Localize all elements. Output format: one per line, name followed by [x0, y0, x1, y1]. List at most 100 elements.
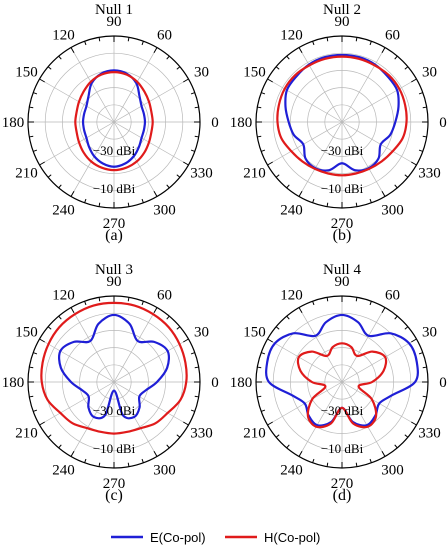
axis-tick: [127, 297, 130, 302]
axis-tick: [190, 352, 195, 355]
angle-tick-label: 150: [15, 325, 38, 341]
axis-tick: [411, 338, 417, 343]
angle-tick-label: 210: [243, 166, 266, 182]
grid-spoke: [341, 338, 417, 383]
grid-spoke: [113, 381, 158, 457]
axis-tick: [141, 198, 144, 203]
angle-tick-label: 150: [15, 65, 38, 81]
grid-spoke: [267, 78, 343, 123]
angle-tick-label: 0: [439, 115, 447, 131]
chart-title: Null 2: [323, 2, 361, 18]
grid-spoke: [267, 121, 343, 166]
axis-tick: [355, 462, 358, 467]
axis-tick: [33, 149, 38, 152]
axis-tick: [411, 78, 417, 83]
axis-tick: [275, 66, 280, 70]
angle-tick-label: 30: [194, 325, 209, 341]
axis-tick: [369, 458, 372, 463]
series-e-copol-curve: [265, 313, 419, 427]
axis-tick: [257, 135, 262, 138]
axis-tick: [166, 184, 170, 189]
axis-tick: [257, 395, 262, 398]
axis-tick: [29, 135, 34, 138]
axis-tick: [183, 161, 189, 166]
axis-tick: [176, 66, 181, 70]
axis-tick: [141, 41, 144, 46]
angle-tick-label: 210: [15, 426, 38, 442]
angle-tick-label: 240: [52, 202, 75, 218]
axis-tick: [98, 462, 101, 467]
angle-tick-label: 30: [422, 65, 437, 81]
angle-tick-label: 90: [107, 274, 122, 290]
polar-chart-2: 0 30 60 90 120 150 180 210 240 270 300 330 Null 2 −30…: [230, 2, 447, 244]
axis-tick: [166, 55, 170, 60]
axis-tick: [381, 191, 386, 197]
axis-tick: [153, 451, 158, 457]
axis-tick: [33, 352, 38, 355]
axis-tick: [422, 135, 427, 138]
axis-tick: [286, 184, 290, 189]
axis-tick: [275, 326, 280, 330]
axis-tick: [194, 395, 199, 398]
angle-tick-label: 60: [157, 288, 172, 304]
axis-tick: [404, 326, 409, 330]
polar-chart-1: 0 30 60 90 120 150 180 210 240 270 300 330 Null 1 −30…: [2, 2, 219, 244]
axis-tick: [381, 47, 386, 53]
grid-spoke: [113, 307, 158, 383]
axis-tick: [381, 307, 386, 313]
axis-tick: [141, 458, 144, 463]
axis-tick: [267, 338, 273, 343]
angle-tick-label: 330: [190, 166, 213, 182]
angle-tick-label: 30: [422, 325, 437, 341]
axis-tick: [166, 315, 170, 320]
axis-tick: [422, 395, 427, 398]
angle-tick-label: 300: [153, 202, 176, 218]
panel-caption: (b): [333, 227, 352, 244]
angle-tick-label: 120: [280, 28, 303, 44]
axis-tick: [261, 409, 266, 412]
axis-tick: [127, 202, 130, 207]
grid-spoke: [39, 338, 115, 383]
radial-label: −10 dBi: [321, 441, 364, 456]
axis-tick: [58, 444, 62, 449]
axis-tick: [166, 444, 170, 449]
axis-tick: [98, 202, 101, 207]
axis-tick: [183, 338, 189, 343]
axis-tick: [422, 366, 427, 369]
angle-tick-label: 60: [385, 28, 400, 44]
axis-tick: [70, 191, 75, 197]
axis-tick: [261, 149, 266, 152]
axis-tick: [298, 191, 303, 197]
axis-tick: [176, 434, 181, 438]
axis-tick: [267, 78, 273, 83]
axis-tick: [29, 366, 34, 369]
axis-tick: [257, 106, 262, 109]
angle-tick-label: 210: [15, 166, 38, 182]
axis-tick: [298, 47, 303, 53]
angle-tick-label: 120: [52, 288, 75, 304]
grid-spoke: [70, 307, 115, 383]
axis-tick: [369, 198, 372, 203]
grid-spoke: [341, 121, 386, 197]
axis-tick: [47, 174, 52, 178]
axis-tick: [404, 66, 409, 70]
chart-title: Null 4: [323, 262, 361, 278]
axis-tick: [326, 462, 329, 467]
grid-spoke: [298, 381, 343, 457]
axis-tick: [98, 37, 101, 42]
grid-spoke: [113, 121, 189, 166]
legend: E(Co-pol) H(Co-pol): [111, 530, 320, 545]
angle-tick-label: 240: [280, 202, 303, 218]
axis-tick: [190, 149, 195, 152]
grid-spoke: [113, 381, 189, 426]
angle-tick-label: 90: [107, 14, 122, 30]
angle-tick-label: 90: [335, 274, 350, 290]
axis-tick: [286, 315, 290, 320]
angle-tick-label: 90: [335, 14, 350, 30]
axis-tick: [127, 37, 130, 42]
axis-tick: [183, 421, 189, 426]
axis-tick: [84, 301, 87, 306]
axis-tick: [153, 307, 158, 313]
grid-spoke: [341, 381, 386, 457]
